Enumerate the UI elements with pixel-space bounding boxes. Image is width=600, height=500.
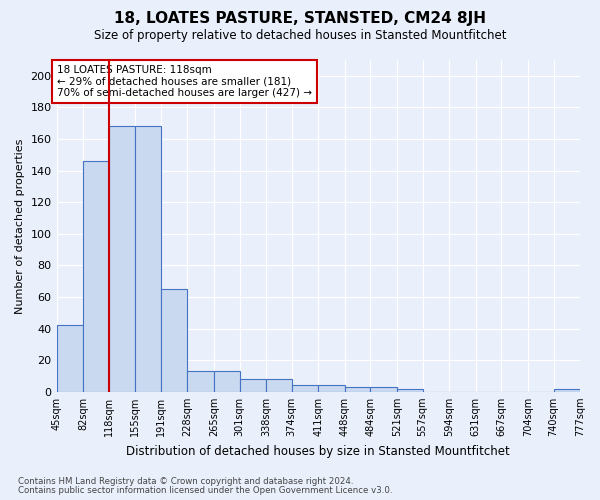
Bar [370,387,397,392]
X-axis label: Distribution of detached houses by size in Stansted Mountfitchet: Distribution of detached houses by size … [127,444,510,458]
Bar [83,161,109,392]
Bar [214,372,239,392]
Text: 18 LOATES PASTURE: 118sqm
← 29% of detached houses are smaller (181)
70% of semi: 18 LOATES PASTURE: 118sqm ← 29% of detac… [57,64,312,98]
Text: 18, LOATES PASTURE, STANSTED, CM24 8JH: 18, LOATES PASTURE, STANSTED, CM24 8JH [114,12,486,26]
Bar [266,379,292,392]
Bar [56,326,83,392]
Bar [318,386,345,392]
Text: Contains public sector information licensed under the Open Government Licence v3: Contains public sector information licen… [18,486,392,495]
Bar [109,126,135,392]
Bar [554,388,580,392]
Bar [187,372,214,392]
Bar [135,126,161,392]
Y-axis label: Number of detached properties: Number of detached properties [15,138,25,314]
Bar [397,388,422,392]
Text: Size of property relative to detached houses in Stansted Mountfitchet: Size of property relative to detached ho… [94,29,506,42]
Bar [345,387,370,392]
Text: Contains HM Land Registry data © Crown copyright and database right 2024.: Contains HM Land Registry data © Crown c… [18,477,353,486]
Bar [161,289,187,392]
Bar [239,379,266,392]
Bar [292,386,318,392]
